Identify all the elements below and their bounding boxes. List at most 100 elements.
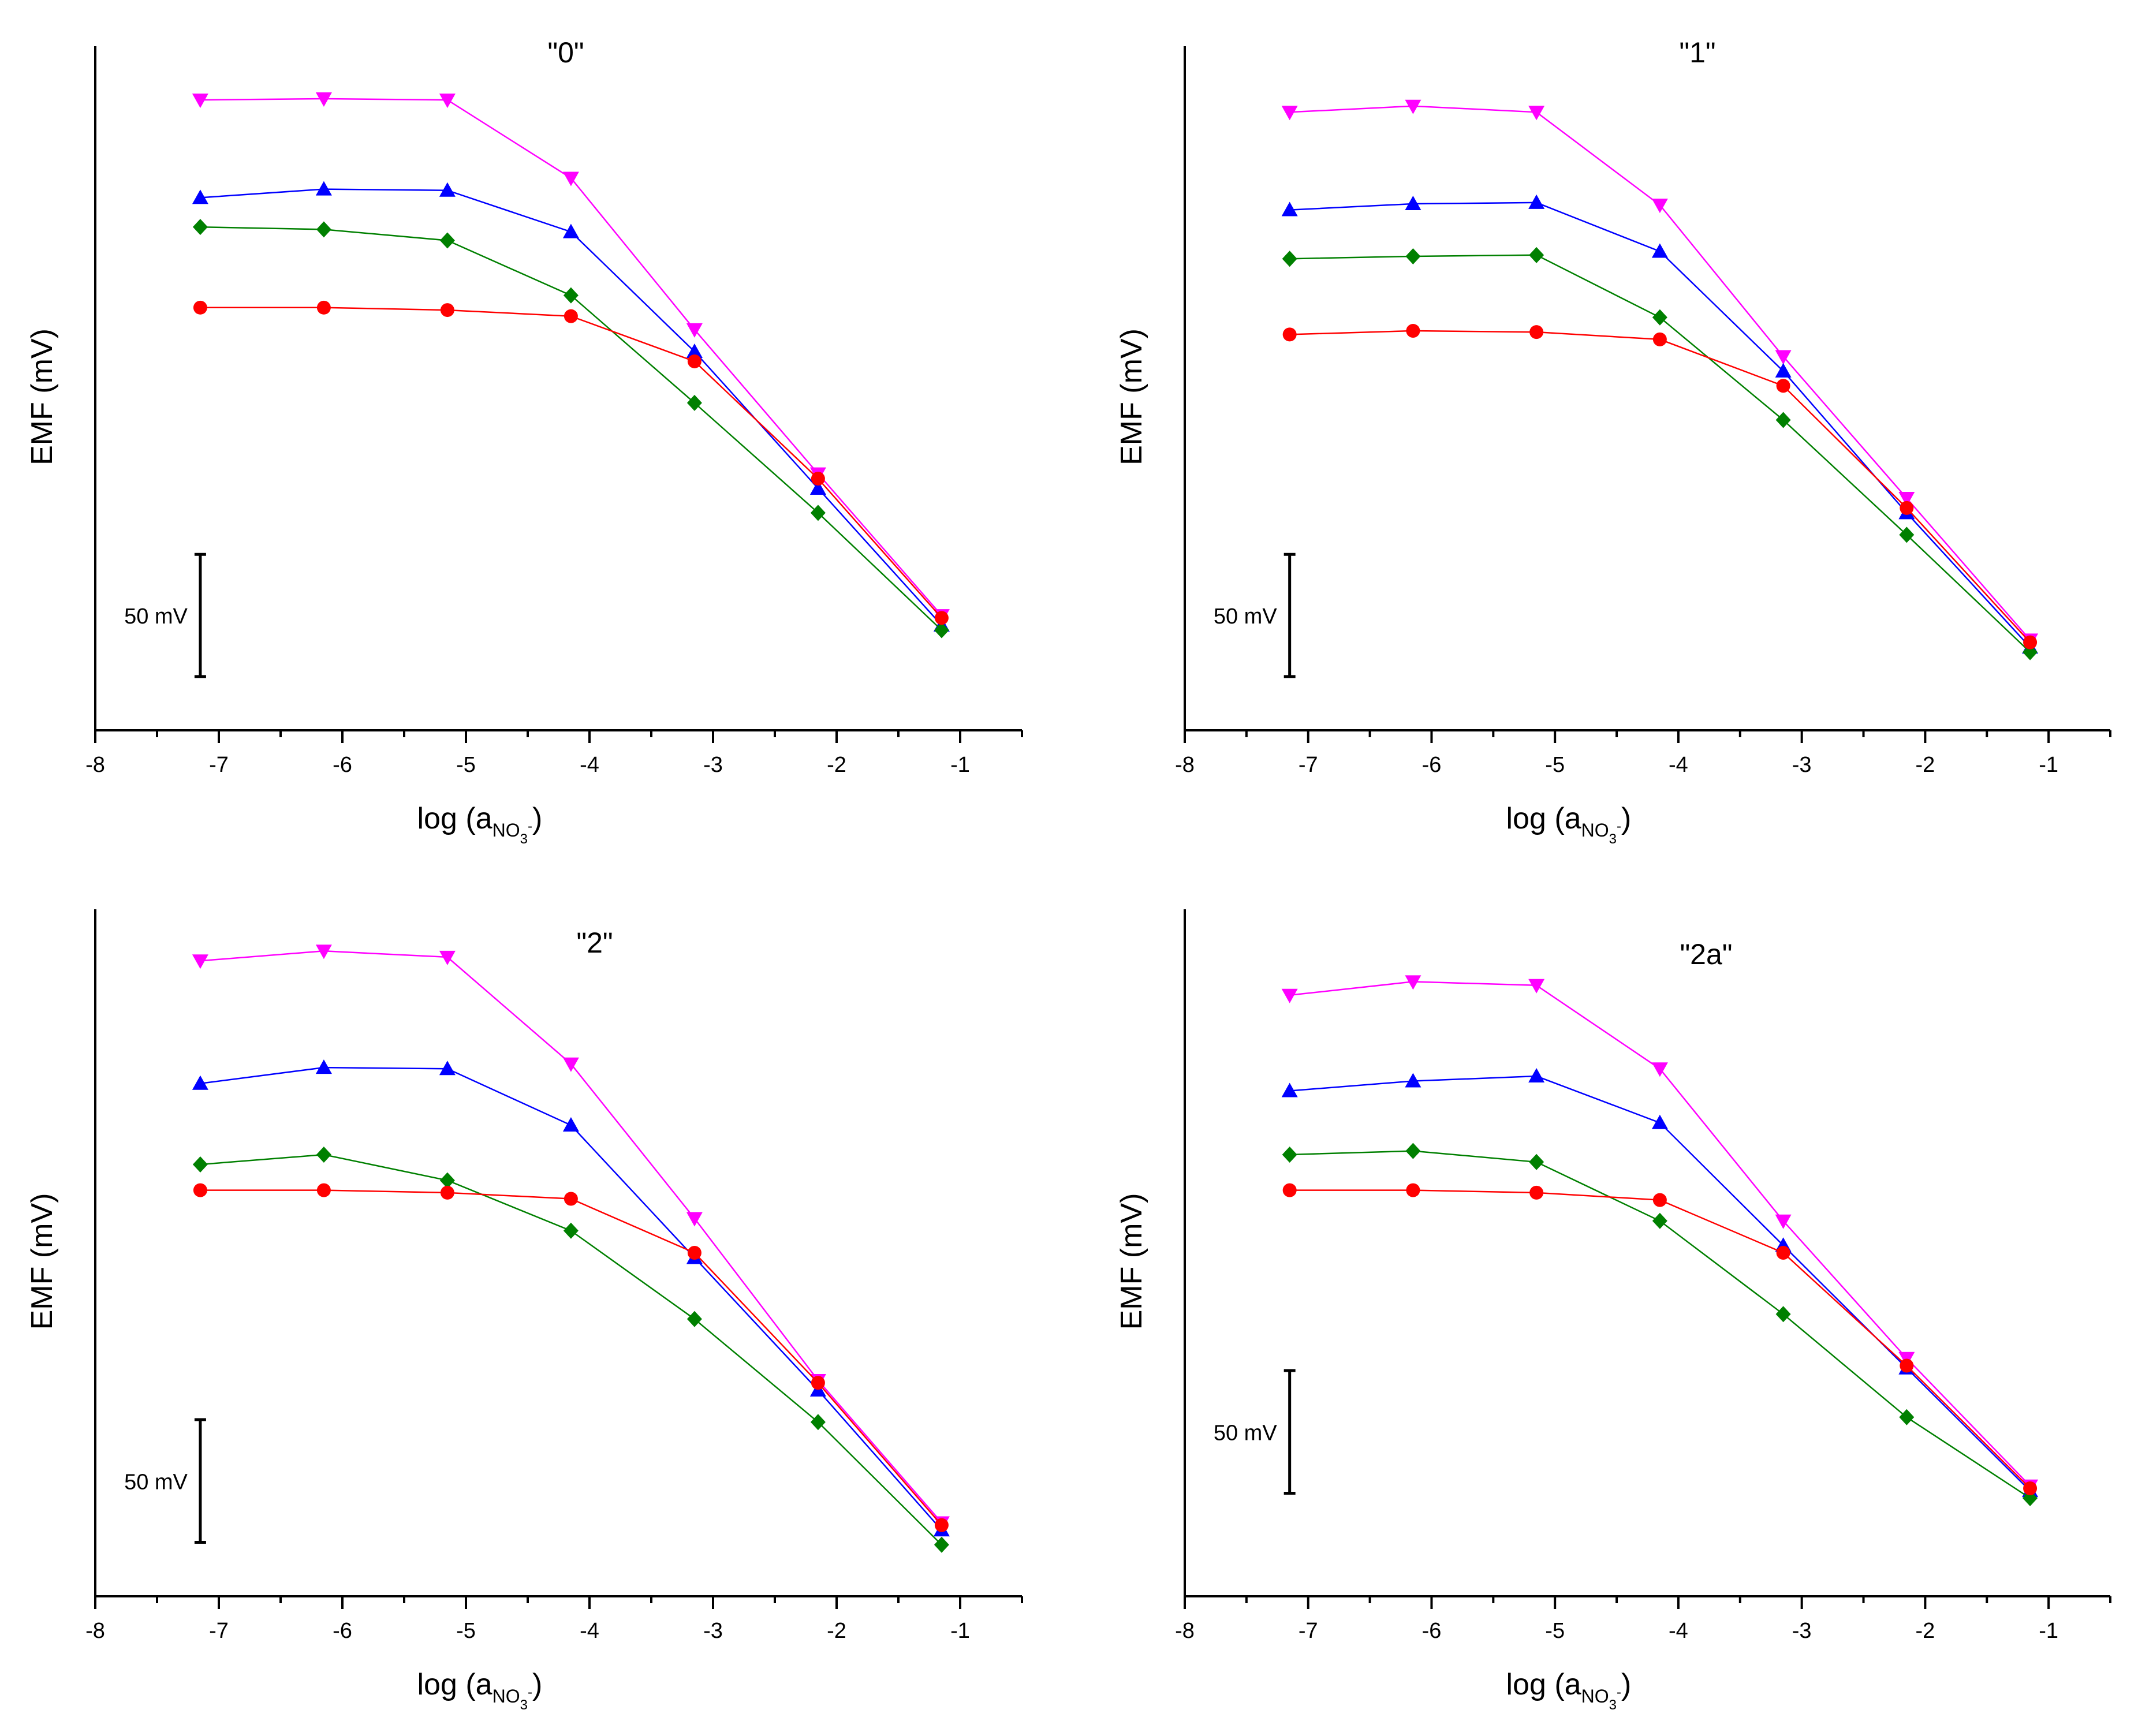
data-point <box>192 219 208 236</box>
chart-title: "2a" <box>1680 938 1732 970</box>
chart-panel-0: -8 -7 -6 -5 -4 -3 -2 -1 "0" EMF (mV) log (aNO3-) 50… <box>25 36 1023 847</box>
y-axis-label: EMF (mV) <box>25 1193 59 1330</box>
data-point <box>439 1172 455 1189</box>
data-point <box>810 505 826 521</box>
data-point <box>562 1057 579 1072</box>
x-tick-label: -8 <box>1175 753 1195 777</box>
data-point <box>1405 195 1421 210</box>
data-point <box>1528 194 1545 209</box>
series-blue <box>1281 194 2039 654</box>
data-point <box>1652 309 1667 326</box>
data-point <box>1776 379 1790 393</box>
chart-panel-1: -8 -7 -6 -5 -4 -3 -2 -1 "1" EMF (mV) log (aNO3-) 50… <box>1115 36 2111 847</box>
y-axis-label: EMF (mV) <box>25 328 59 465</box>
x-label-main: log (a <box>1506 1668 1581 1701</box>
data-point <box>192 1156 208 1173</box>
data-point <box>1651 243 1668 258</box>
data-point <box>1528 979 1545 994</box>
x-tick-label: -2 <box>1916 753 1935 777</box>
data-point <box>192 1075 208 1090</box>
data-point <box>1528 1068 1545 1082</box>
data-point <box>1898 491 1915 506</box>
x-label-sup: - <box>1617 819 1621 834</box>
data-point <box>1529 325 1544 339</box>
data-point <box>1775 412 1791 428</box>
chart-panel-3: -8 -7 -6 -5 -4 -3 -2 -1 "2a" EMF (mV) log (aNO3-) 5… <box>1115 909 2111 1713</box>
series-magenta <box>192 92 950 624</box>
data-point <box>1651 1062 1668 1077</box>
data-point <box>316 300 331 315</box>
data-point <box>1775 1214 1792 1229</box>
data-point <box>809 480 826 495</box>
y-axis-label: EMF (mV) <box>1115 1193 1148 1330</box>
data-point <box>439 182 456 197</box>
series-green <box>192 1147 949 1553</box>
x-tick-label: -2 <box>1916 1619 1935 1643</box>
chart-title: "1" <box>1679 36 1715 69</box>
x-label-close: ) <box>1621 802 1631 835</box>
x-tick-label: -3 <box>1792 1619 1812 1643</box>
data-point <box>811 472 825 486</box>
data-point <box>1405 99 1421 114</box>
x-tick-label: -1 <box>2039 1619 2058 1643</box>
data-point <box>315 181 332 196</box>
data-point <box>1652 332 1667 346</box>
series-line <box>1289 330 2031 643</box>
x-label-main: log (a <box>1506 802 1581 835</box>
x-tick-label: -4 <box>1669 753 1688 777</box>
series-blue <box>1281 1068 2039 1498</box>
x-tick-label: -4 <box>1669 1619 1688 1643</box>
data-point <box>562 171 579 186</box>
x-tick-label: -8 <box>1175 1619 1195 1643</box>
data-point <box>440 303 454 318</box>
series-red <box>1282 324 2038 649</box>
data-point <box>1775 363 1792 378</box>
data-point <box>687 1246 702 1260</box>
data-point <box>315 1059 332 1074</box>
series-line <box>200 1153 942 1545</box>
data-point <box>193 1183 207 1197</box>
data-point <box>315 92 332 107</box>
data-point <box>439 94 456 109</box>
data-point <box>1405 975 1421 990</box>
data-point <box>439 950 456 965</box>
series-line <box>200 1066 942 1531</box>
x-axis-label: log (aNO3-) <box>417 802 543 847</box>
x-label-sub2: 3 <box>1609 1697 1617 1713</box>
x-tick-label: -2 <box>827 1619 846 1643</box>
data-point <box>439 1061 456 1076</box>
data-point <box>1775 350 1792 365</box>
x-axis-label: log (aNO3-) <box>417 1668 543 1713</box>
x-tick-label: -6 <box>1422 1619 1442 1643</box>
data-point <box>686 323 703 338</box>
chart-title: "0" <box>547 36 584 69</box>
series-line <box>200 188 942 626</box>
scale-bar-label: 50 mV <box>124 1470 188 1494</box>
series-line <box>1289 1075 2031 1492</box>
x-label-close: ) <box>1621 1668 1631 1701</box>
data-point <box>563 287 579 304</box>
x-tick-label: -5 <box>1545 1619 1565 1643</box>
x-tick-label: -7 <box>1299 753 1318 777</box>
data-point <box>1528 106 1545 121</box>
data-point <box>2023 635 2038 649</box>
series-red <box>1282 1183 2038 1495</box>
scale-bar-label: 50 mV <box>1214 1421 1277 1445</box>
data-point <box>934 1536 949 1553</box>
x-tick-label: -7 <box>209 753 229 777</box>
data-point <box>192 189 208 204</box>
chart-title: "2" <box>576 927 613 959</box>
data-point <box>686 1212 703 1227</box>
data-point <box>811 1376 825 1390</box>
x-label-main: log (a <box>417 802 492 835</box>
data-point <box>2023 1481 2038 1495</box>
scale-bar: 50 mV <box>1214 1369 1296 1495</box>
scale-bar-label: 50 mV <box>1214 604 1277 629</box>
x-label-sub: NO <box>492 820 520 841</box>
data-point <box>1282 251 1297 267</box>
series-green <box>1282 247 2038 660</box>
series-line <box>200 1189 942 1526</box>
scale-bar: 50 mV <box>124 1418 206 1544</box>
series-magenta <box>1281 99 2039 648</box>
data-point <box>810 1414 826 1431</box>
